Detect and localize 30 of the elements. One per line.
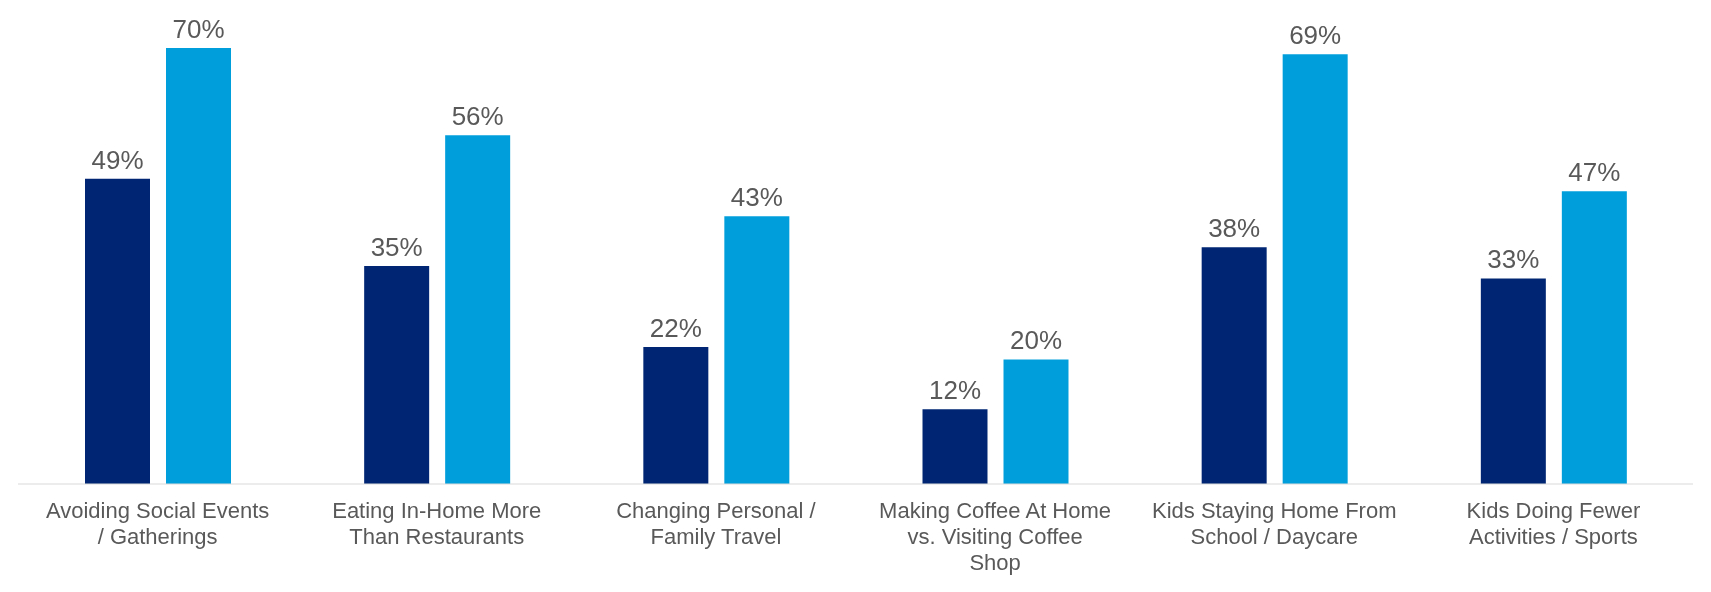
bar: [364, 266, 430, 484]
bar: [1003, 359, 1069, 484]
data-label: 49%: [91, 144, 144, 175]
data-label: 38%: [1208, 213, 1261, 244]
data-label: 56%: [451, 101, 504, 132]
bar: [643, 346, 709, 484]
x-tick-label: Avoiding Social Events / Gatherings: [45, 498, 270, 549]
data-label: 12%: [928, 375, 982, 406]
x-tick-label: Changing Personal / Family Travel: [616, 498, 817, 549]
bar: [1561, 191, 1627, 484]
data-label: 22%: [649, 312, 702, 343]
x-tick-label: Making Coffee At Home vs. Visiting Coffee Shop: [879, 498, 1112, 575]
data-label: 70%: [172, 14, 225, 44]
bar: [724, 216, 790, 484]
data-label: 43%: [730, 182, 783, 213]
data-label: 20%: [1009, 325, 1063, 356]
bar: [166, 48, 231, 484]
bar: [1282, 54, 1348, 484]
x-tick-label: Eating In-Home More Than Restaurants: [332, 498, 542, 549]
bar: [1201, 247, 1267, 484]
x-tick-label: Kids Doing Fewer Activities / Sports: [1466, 498, 1641, 549]
bar: [445, 135, 511, 484]
data-label: 69%: [1289, 20, 1342, 51]
x-tick-label: Kids Staying Home From School / Daycare: [1151, 498, 1397, 549]
bar: [1480, 278, 1546, 484]
bar: [85, 178, 150, 484]
data-label: 35%: [370, 232, 423, 262]
data-label: 33%: [1487, 244, 1540, 275]
bar: [922, 409, 988, 484]
data-label: 47%: [1568, 157, 1621, 188]
